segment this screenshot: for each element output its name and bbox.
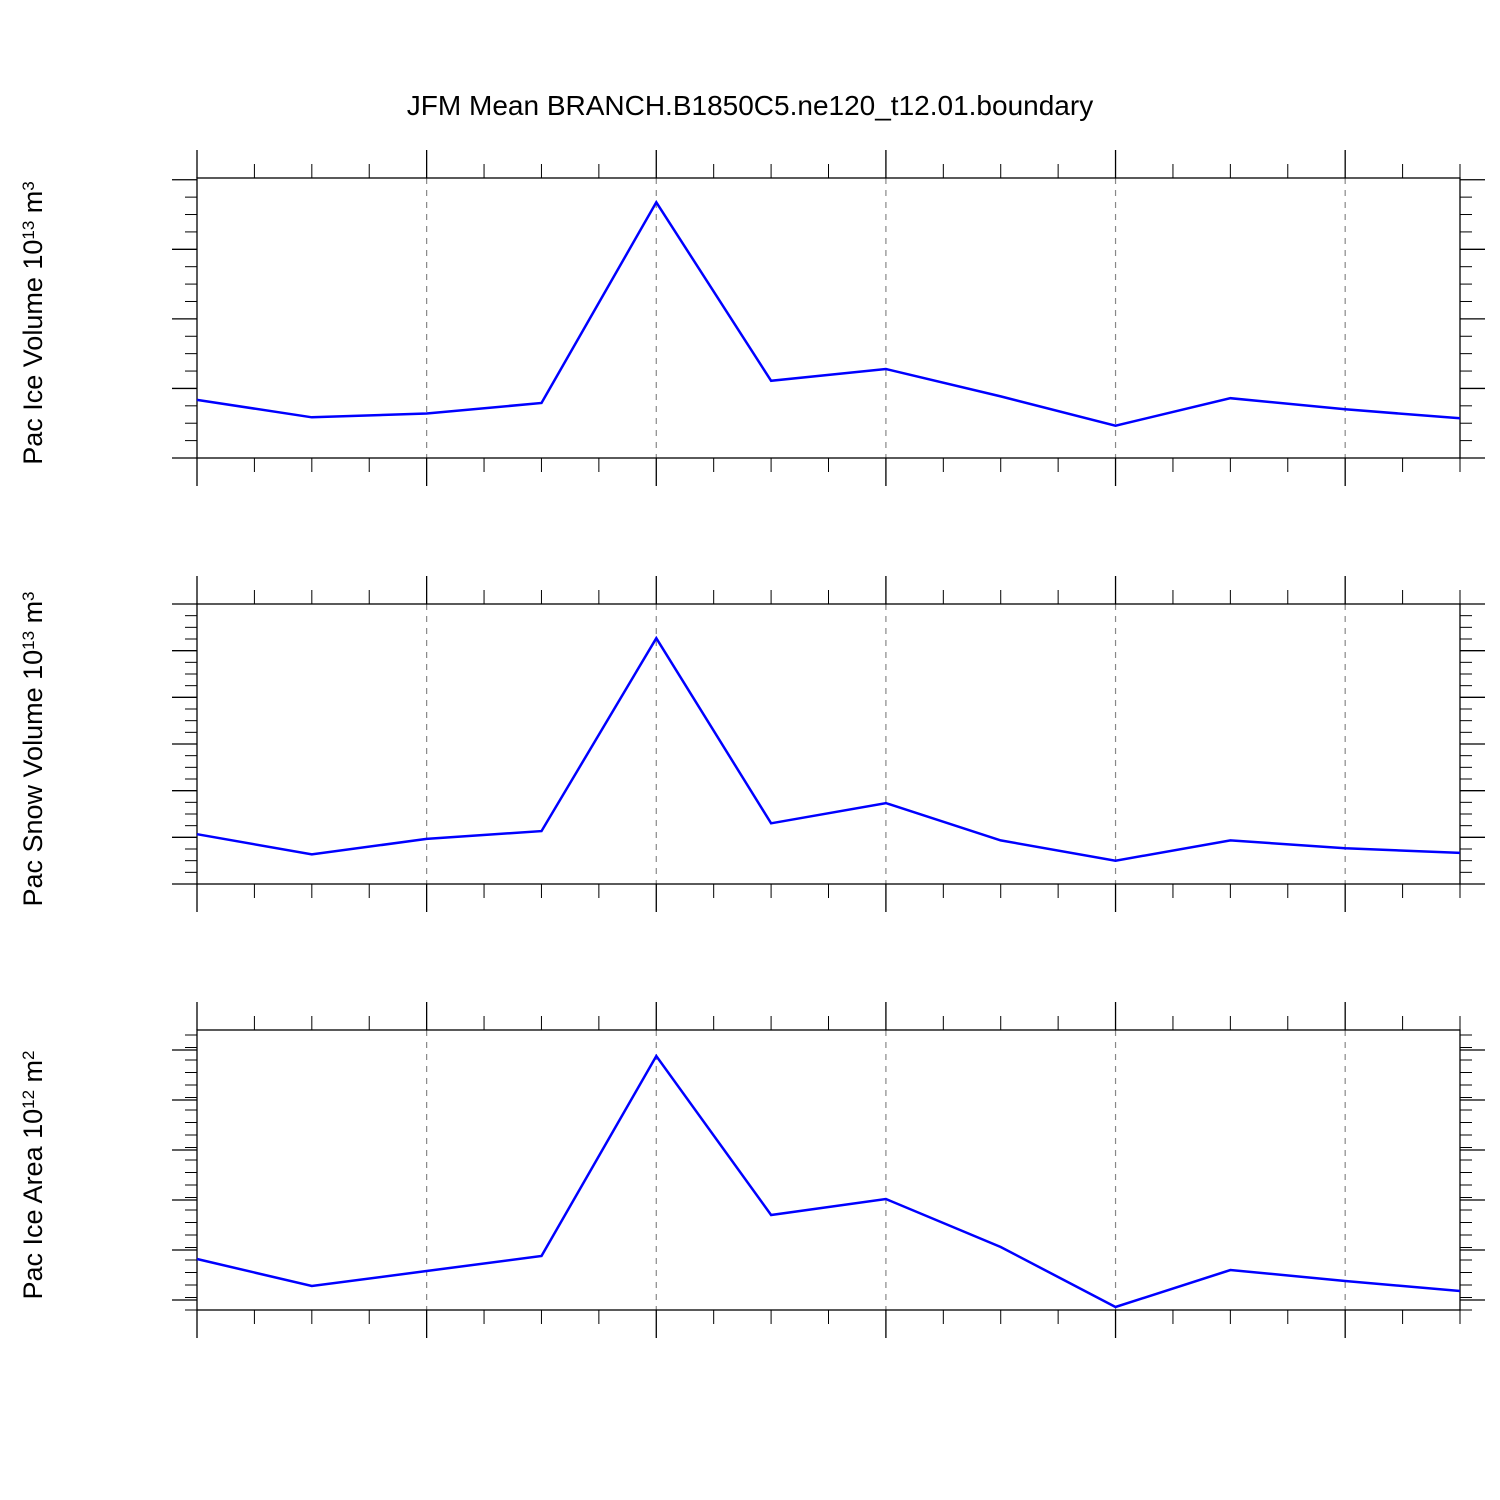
y-axis-label-superscript: 13 <box>19 221 38 240</box>
y-axis-label-text: m <box>18 601 48 631</box>
y-axis-label-text: Pac Ice Area 10 <box>18 1109 48 1300</box>
y-axis-label: Pac Snow Volume 1013 m3 <box>18 591 48 906</box>
y-axis-label-superscript: 2 <box>19 1050 38 1059</box>
series-line <box>196 199 1461 427</box>
y-axis-label-text: Pac Ice Volume 10 <box>18 240 48 465</box>
y-axis-label-superscript: 3 <box>19 181 38 190</box>
chart-panel-3: Pac Ice Area 1012 m2 <box>18 1002 1485 1338</box>
series-line <box>196 635 1461 862</box>
y-axis-label-superscript: 3 <box>19 591 38 600</box>
plot-frame <box>196 1029 1461 1311</box>
series-line <box>196 1053 1461 1309</box>
y-axis-label-text: Pac Snow Volume 10 <box>18 650 48 907</box>
chart-panel-1: Pac Ice Volume 1013 m3 <box>18 150 1485 486</box>
y-axis-label-superscript: 13 <box>19 631 38 650</box>
y-axis-label: Pac Ice Volume 1013 m3 <box>18 181 48 465</box>
y-axis-label-text: m <box>18 191 48 221</box>
figure-title: JFM Mean BRANCH.B1850C5.ne120_t12.01.bou… <box>407 90 1093 121</box>
y-axis-label: Pac Ice Area 1012 m2 <box>18 1050 48 1299</box>
chart-panel-2: Pac Snow Volume 1013 m3 <box>18 576 1485 912</box>
y-axis-label-superscript: 12 <box>19 1090 38 1109</box>
y-axis-label-text: m <box>18 1060 48 1090</box>
